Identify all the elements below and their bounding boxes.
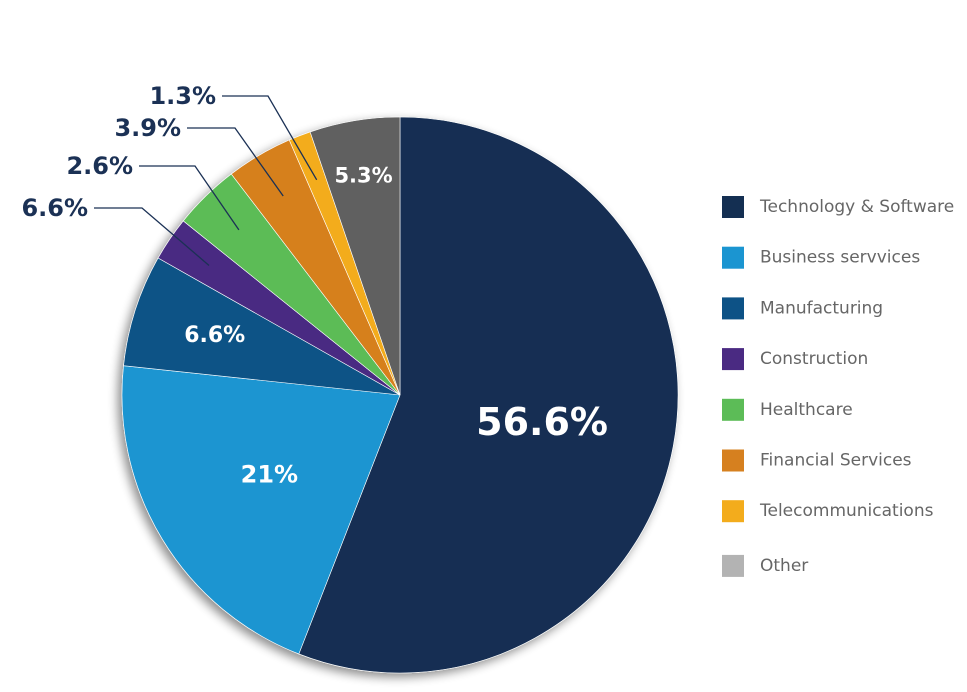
legend-item-telecommunications: Telecommunications bbox=[722, 500, 934, 523]
callout-label-healthcare: 2.6% bbox=[66, 152, 133, 180]
legend-item-manufacturing: Manufacturing bbox=[722, 297, 883, 320]
leader-line-financial-services bbox=[187, 127, 284, 197]
legend-swatch bbox=[722, 449, 744, 472]
legend-label: Other bbox=[760, 556, 808, 576]
pie-slice-technology-software bbox=[298, 116, 679, 674]
legend-swatch bbox=[722, 246, 744, 269]
legend-item-healthcare: Healthcare bbox=[722, 398, 853, 421]
leader-line-healthcare bbox=[139, 165, 240, 231]
legend-swatch bbox=[722, 554, 744, 577]
legend-swatch bbox=[722, 297, 744, 320]
legend-item-construction: Construction bbox=[722, 348, 868, 371]
legend: Technology & Software Business servvices M… bbox=[722, 196, 954, 577]
legend-item-financial-services: Financial Services bbox=[722, 449, 912, 472]
legend-label: Construction bbox=[760, 349, 868, 369]
legend-swatch bbox=[722, 500, 744, 523]
legend-label: Healthcare bbox=[760, 400, 853, 420]
callout-label-telecommunications: 1.3% bbox=[149, 82, 216, 110]
legend-label: Business servvices bbox=[760, 248, 920, 268]
pie-slice-manufacturing bbox=[123, 257, 401, 396]
callout-label-construction: 6.6% bbox=[21, 194, 88, 222]
slice-labels: 56.6% 21% 6.6% 6.6% 2.6% 3.9% 1.3% 5.3% bbox=[21, 82, 608, 488]
callout-label-financial-services: 3.9% bbox=[114, 114, 181, 142]
leader-line-construction bbox=[94, 207, 210, 266]
slice-label-manufacturing: 6.6% bbox=[184, 323, 245, 348]
legend-swatch bbox=[722, 196, 744, 218]
legend-label: Financial Services bbox=[760, 451, 912, 471]
slice-label-technology-software: 56.6% bbox=[476, 400, 608, 444]
legend-swatch bbox=[722, 398, 744, 421]
legend-item-business-servvices: Business servvices bbox=[722, 246, 920, 269]
leader-line-telecommunications bbox=[222, 95, 318, 181]
slice-label-other: 5.3% bbox=[334, 164, 392, 188]
callout-leader-lines bbox=[94, 95, 318, 266]
legend-item-technology-software: Technology & Software bbox=[722, 196, 954, 218]
legend-swatch bbox=[722, 348, 744, 371]
pie-slice-business-servvices bbox=[121, 365, 401, 655]
legend-label: Technology & Software bbox=[759, 197, 954, 217]
legend-label: Manufacturing bbox=[760, 298, 883, 318]
pie-slices bbox=[121, 116, 679, 674]
slice-label-business-servvices: 21% bbox=[241, 460, 298, 488]
legend-item-other: Other bbox=[722, 554, 808, 577]
pie-slice-other bbox=[309, 116, 401, 396]
legend-label: Telecommunications bbox=[759, 501, 934, 521]
